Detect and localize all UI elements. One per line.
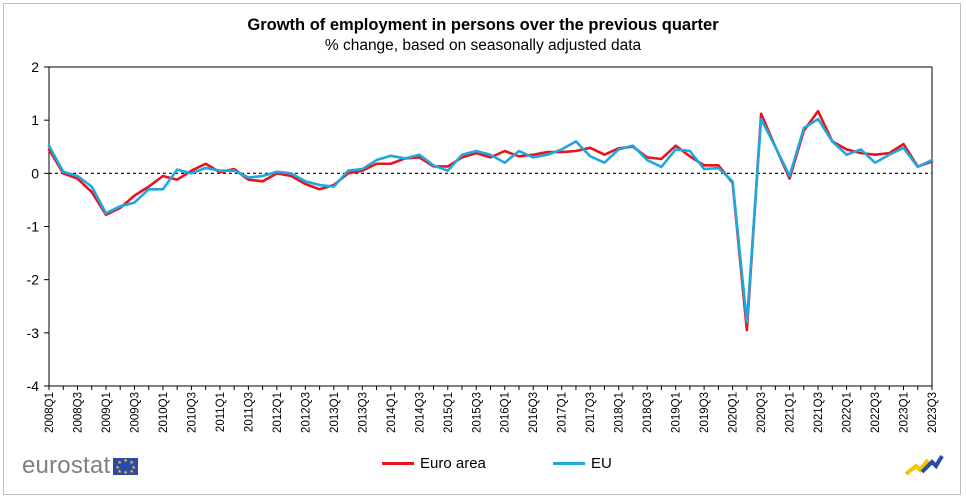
y-tick-label: -1	[27, 219, 40, 235]
eurostat-logo: eurostat ★ ★ ★ ★ ★ ★ ★ ★	[22, 452, 139, 480]
eu-flag-icon: ★ ★ ★ ★ ★ ★ ★ ★	[113, 457, 139, 475]
x-tick-label: 2018Q1	[614, 392, 626, 433]
legend-label-eu: EU	[591, 455, 612, 472]
logo-text: eurostat	[22, 452, 111, 479]
y-tick-label: -2	[27, 272, 40, 288]
legend-swatch-euro-area	[382, 462, 414, 465]
chart-frame	[3, 3, 961, 495]
legend-swatch-eu	[553, 462, 585, 465]
x-tick-label: 2021Q3	[813, 392, 825, 433]
x-tick-label: 2012Q1	[272, 392, 284, 433]
x-tick-label: 2022Q1	[842, 392, 854, 433]
x-tick-label: 2010Q3	[186, 392, 198, 433]
y-tick-label: 2	[31, 59, 39, 75]
x-tick-label: 2023Q1	[899, 392, 911, 433]
x-tick-label: 2016Q3	[528, 392, 540, 433]
x-tick-label: 2015Q3	[471, 392, 483, 433]
x-tick-label: 2009Q3	[129, 392, 141, 433]
chart-subtitle: % change, based on seasonally adjusted d…	[324, 37, 642, 54]
legend-label-euro-area: Euro area	[420, 455, 486, 472]
x-tick-label: 2023Q3	[927, 392, 939, 433]
x-tick-label: 2019Q1	[671, 392, 683, 433]
legend-item-eu: EU	[553, 455, 612, 472]
x-tick-label: 2008Q1	[44, 392, 56, 433]
x-tick-label: 2009Q1	[101, 392, 113, 433]
x-tick-label: 2022Q3	[870, 392, 882, 433]
chart-title: Growth of employment in persons over the…	[247, 16, 719, 34]
x-tick-label: 2014Q1	[386, 392, 398, 433]
x-tick-label: 2016Q1	[500, 392, 512, 433]
statistics-mark-icon	[904, 454, 944, 476]
x-tick-label: 2012Q3	[300, 392, 312, 433]
x-tick-label: 2008Q3	[72, 392, 84, 433]
y-tick-label: -3	[27, 325, 40, 341]
x-tick-label: 2018Q3	[642, 392, 654, 433]
y-tick-label: -4	[27, 378, 40, 394]
y-tick-label: 0	[31, 165, 39, 181]
x-tick-label: 2015Q1	[443, 392, 455, 433]
x-tick-label: 2010Q1	[158, 392, 170, 433]
x-tick-label: 2013Q1	[329, 392, 341, 433]
x-tick-label: 2021Q1	[785, 392, 797, 433]
x-tick-label: 2013Q3	[357, 392, 369, 433]
x-tick-label: 2020Q1	[728, 392, 740, 433]
x-tick-label: 2011Q3	[243, 392, 255, 432]
chart-legend: Euro area EU	[0, 455, 966, 477]
legend-item-euro-area: Euro area	[382, 455, 486, 472]
x-tick-label: 2011Q1	[215, 392, 227, 432]
y-tick-label: 1	[31, 112, 39, 128]
x-tick-label: 2019Q3	[699, 392, 711, 433]
x-tick-label: 2017Q3	[585, 392, 597, 433]
x-tick-label: 2014Q3	[414, 392, 426, 433]
plot-area	[48, 66, 933, 387]
series-line-eu	[47, 117, 934, 324]
x-tick-label: 2020Q3	[756, 392, 768, 433]
x-tick-label: 2017Q1	[557, 392, 569, 433]
